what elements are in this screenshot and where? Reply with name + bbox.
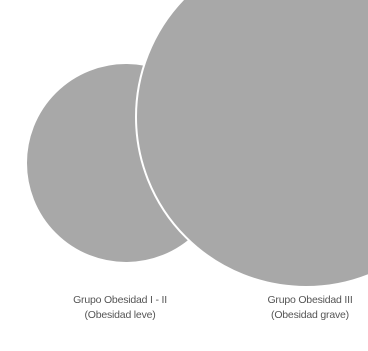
category-label-obesidad-iii: Grupo Obesidad III (Obesidad grave) [248,293,368,323]
category-label-line2: (Obesidad grave) [271,309,349,321]
category-label-line1: Grupo Obesidad I - II [73,294,167,306]
data-label-obesidad-i-ii: 10,1% [107,36,144,51]
category-label-line1: Grupo Obesidad III [267,294,353,306]
bubble-obesidad-iii [135,0,368,288]
category-label-obesidad-i-ii: Grupo Obesidad I - II (Obesidad leve) [58,293,182,323]
category-label-line2: (Obesidad leve) [84,309,156,321]
